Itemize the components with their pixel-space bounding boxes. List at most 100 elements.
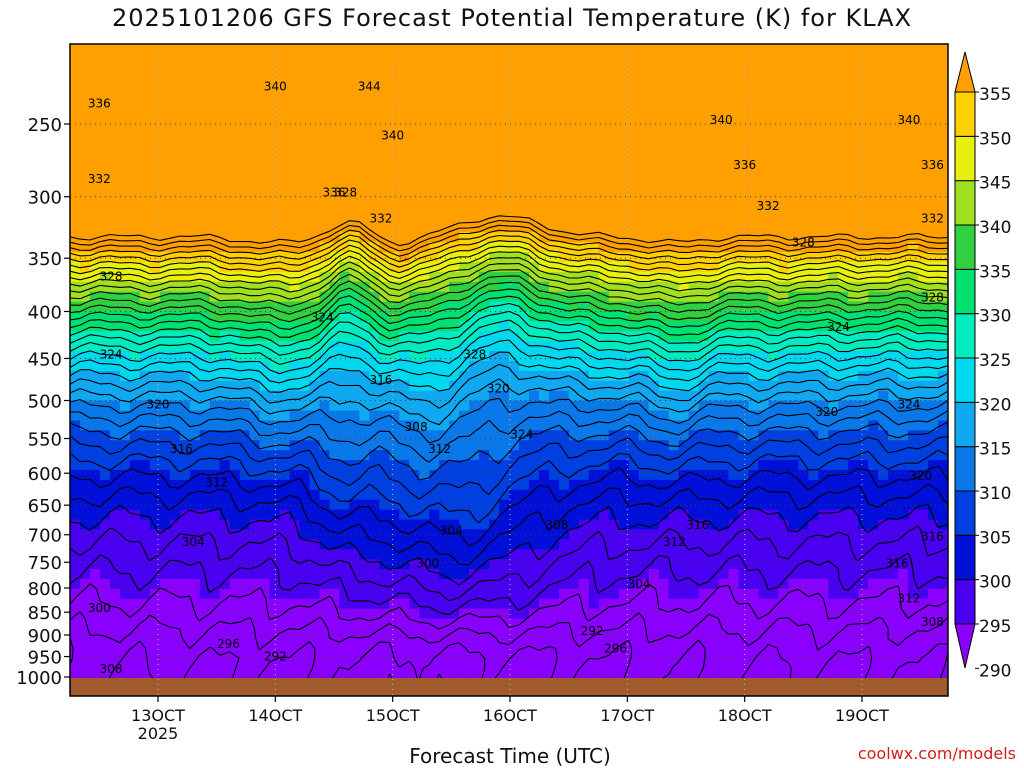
contour-fill-cell bbox=[898, 73, 909, 85]
contour-fill-cell bbox=[828, 103, 839, 114]
contour-fill-cell bbox=[119, 390, 131, 402]
contour-fill-cell bbox=[89, 192, 101, 204]
contour-fill-cell bbox=[778, 93, 789, 105]
contour-fill-cell bbox=[818, 162, 829, 174]
contour-fill-cell bbox=[528, 261, 540, 273]
contour-fill-cell bbox=[678, 143, 690, 154]
contour-fill-cell bbox=[259, 281, 271, 293]
contour-fill-cell bbox=[738, 83, 750, 95]
contour-fill-cell bbox=[658, 73, 670, 85]
contour-fill-cell bbox=[828, 143, 839, 154]
contour-fill-cell bbox=[838, 519, 849, 531]
contour-fill-cell bbox=[708, 53, 720, 65]
contour-fill-cell bbox=[628, 192, 640, 204]
contour-fill-cell bbox=[578, 53, 590, 65]
contour-fill-cell bbox=[449, 361, 460, 372]
contour-fill-cell bbox=[109, 252, 121, 263]
contour-fill-cell bbox=[189, 232, 201, 243]
contour-fill-cell bbox=[798, 529, 809, 540]
contour-fill-cell bbox=[708, 450, 720, 461]
contour-fill-cell bbox=[918, 420, 929, 431]
contour-fill-cell bbox=[568, 549, 580, 560]
contour-fill-cell bbox=[938, 529, 948, 540]
contour-fill-cell bbox=[708, 113, 720, 124]
contour-fill-cell bbox=[628, 539, 640, 550]
contour-fill-cell bbox=[768, 103, 779, 114]
contour-fill-cell bbox=[898, 83, 909, 95]
contour-fill-cell bbox=[738, 559, 750, 570]
source-credit[interactable]: coolwx.com/models bbox=[857, 744, 1016, 763]
contour-fill-cell bbox=[608, 400, 620, 412]
contour-fill-cell bbox=[678, 63, 690, 75]
contour-fill-cell bbox=[289, 44, 301, 55]
contour-fill-cell bbox=[459, 588, 470, 600]
contour-fill-cell bbox=[249, 162, 261, 174]
contour-fill-cell bbox=[738, 479, 750, 491]
contour-fill-cell bbox=[229, 469, 241, 481]
contour-fill-cell bbox=[289, 73, 301, 85]
contour-fill-cell bbox=[89, 182, 101, 194]
contour-fill-cell bbox=[888, 519, 899, 531]
contour-fill-cell bbox=[419, 440, 430, 451]
contour-fill-cell bbox=[129, 242, 141, 253]
contour-fill-cell bbox=[70, 400, 81, 412]
contour-fill-cell bbox=[808, 370, 819, 382]
contour-fill-cell bbox=[459, 549, 470, 560]
contour-fill-cell bbox=[419, 321, 430, 332]
contour-fill-cell bbox=[329, 311, 340, 322]
contour-fill-cell bbox=[938, 440, 948, 451]
contour-fill-cell bbox=[588, 83, 600, 95]
contour-fill-cell bbox=[359, 44, 370, 55]
contour-fill-cell bbox=[898, 321, 909, 332]
contour-fill-cell bbox=[319, 143, 331, 154]
contour-fill-cell bbox=[848, 143, 859, 154]
contour-fill-cell bbox=[918, 73, 929, 85]
contour-fill-cell bbox=[678, 410, 690, 422]
contour-fill-cell bbox=[608, 598, 620, 610]
contour-fill-cell bbox=[548, 430, 560, 441]
contour-fill-cell bbox=[469, 440, 480, 451]
contour-fill-cell bbox=[548, 123, 560, 134]
contour-fill-cell bbox=[658, 380, 670, 392]
contour-fill-cell bbox=[279, 559, 291, 570]
contour-fill-cell bbox=[139, 252, 151, 263]
contour-fill-cell bbox=[289, 103, 301, 114]
contour-fill-cell bbox=[319, 509, 331, 521]
contour-fill-cell bbox=[828, 499, 839, 511]
contour-fill-cell bbox=[429, 133, 440, 144]
contour-fill-cell bbox=[708, 242, 720, 253]
contour-fill-cell bbox=[339, 252, 350, 263]
contour-fill-cell bbox=[489, 123, 500, 134]
contour-fill-cell bbox=[718, 202, 730, 214]
contour-fill-cell bbox=[129, 232, 141, 243]
contour-fill-cell bbox=[588, 440, 600, 451]
contour-fill-cell bbox=[538, 53, 550, 65]
contour-fill-cell bbox=[189, 182, 201, 194]
contour-fill-cell bbox=[329, 281, 340, 293]
contour-fill-cell bbox=[618, 133, 630, 144]
contour-fill-cell bbox=[868, 341, 879, 352]
contour-fill-cell bbox=[229, 143, 241, 154]
contour-fill-cell bbox=[568, 261, 580, 273]
contour-fill-cell bbox=[109, 588, 121, 600]
contour-fill-cell bbox=[678, 162, 690, 174]
contour-fill-cell bbox=[838, 162, 849, 174]
contour-fill-cell bbox=[808, 509, 819, 521]
contour-fill-cell bbox=[449, 252, 460, 263]
contour-fill-cell bbox=[179, 549, 191, 560]
contour-fill-cell bbox=[379, 598, 390, 610]
contour-fill-cell bbox=[329, 370, 340, 382]
contour-fill-cell bbox=[768, 172, 779, 184]
contour-fill-cell bbox=[858, 152, 869, 164]
contour-fill-cell bbox=[219, 63, 231, 75]
contour-fill-cell bbox=[598, 549, 610, 560]
contour-fill-cell bbox=[209, 410, 221, 422]
contour-fill-cell bbox=[369, 172, 380, 184]
contour-fill-cell bbox=[568, 321, 580, 332]
contour-fill-cell bbox=[678, 341, 690, 352]
contour-fill-cell bbox=[628, 123, 640, 134]
contour-fill-cell bbox=[688, 499, 700, 511]
contour-fill-cell bbox=[518, 321, 530, 332]
contour-fill-cell bbox=[229, 529, 241, 540]
contour-fill-cell bbox=[598, 232, 610, 243]
